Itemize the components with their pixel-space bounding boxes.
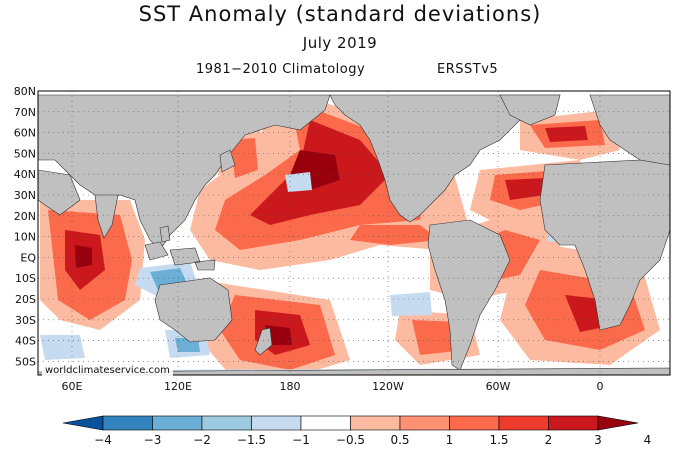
lat-label: 20N — [14, 210, 36, 223]
lon-label: 180 — [280, 380, 301, 393]
colorbar-bin — [300, 415, 351, 431]
lat-lon-grid — [38, 91, 670, 375]
colorbar-label: −1 — [292, 433, 310, 447]
lon-label: 60W — [486, 380, 511, 393]
lon-label: 120E — [164, 380, 192, 393]
maritime-continent — [144, 225, 216, 271]
lat-label: 60N — [14, 127, 36, 140]
longitude-labels: 60E 120E 180 120W 60W 0 — [62, 380, 604, 393]
colorbar-bin — [152, 415, 203, 431]
australia-landmass — [154, 277, 233, 343]
lat-label: 80N — [14, 85, 36, 98]
lat-label: EQ — [20, 251, 36, 264]
colorbar-label: 1.5 — [489, 433, 508, 447]
colorbar-label: −3 — [144, 433, 162, 447]
latitude-labels: 80N 70N 60N 50N 40N 30N 20N 10N EQ 10S 20S 30S 40S 50… — [14, 85, 37, 368]
credit-label: worldclimateservice.com — [42, 364, 173, 377]
lat-label: 30N — [14, 189, 36, 202]
colorbar-label: 2 — [545, 433, 553, 447]
colorbar-label: 0.5 — [390, 433, 409, 447]
lat-label: 10S — [15, 272, 36, 285]
lon-label: 60E — [62, 380, 83, 393]
colorbar-bin — [251, 415, 302, 431]
north-america-landmass — [329, 94, 561, 223]
colorbar-bin — [102, 415, 153, 431]
colorbar-label: −2 — [193, 433, 211, 447]
chart-title: SST Anomaly (standard deviations) — [138, 2, 542, 26]
india-landmass — [94, 194, 119, 239]
colorbar-label: −4 — [94, 433, 112, 447]
africa-landmass — [539, 159, 670, 331]
lat-label: 40S — [15, 335, 36, 348]
colorbar-bin — [399, 415, 450, 431]
lat-label: 30S — [15, 314, 36, 327]
lon-label: 120W — [372, 380, 404, 393]
colorbar-label: 3 — [594, 433, 602, 447]
anomaly-shading — [40, 95, 660, 375]
colorbar-label: −0.5 — [336, 433, 365, 447]
antarctica-landmass — [38, 367, 670, 375]
lat-label: 70N — [14, 106, 36, 119]
europe-landmass — [589, 94, 670, 166]
lat-label: 50S — [15, 355, 36, 368]
colorbar-max-arrow — [597, 415, 639, 431]
climatology-label: 1981−2010 Climatology — [196, 62, 366, 77]
japan-landmass — [219, 149, 236, 173]
lon-label: 0 — [597, 380, 604, 393]
colorbar-bin — [498, 415, 549, 431]
colorbar-bin — [449, 415, 500, 431]
lat-label: 20S — [15, 293, 36, 306]
colorbar-bin — [548, 415, 599, 431]
new-zealand-landmass — [254, 327, 273, 356]
lat-label: 10N — [14, 231, 36, 244]
arabia-landmass — [38, 169, 81, 216]
colorbar-bin — [350, 415, 401, 431]
lat-label: 40N — [14, 168, 36, 181]
colorbar-label: 4 — [644, 433, 652, 447]
eurasia-landmass — [38, 94, 331, 251]
map-frame — [37, 90, 671, 376]
colorbar-min-arrow — [62, 415, 104, 431]
colorbar-label: 1 — [446, 433, 454, 447]
sst-anomaly-map: 80N 70N 60N 50N 40N 30N 20N 10N EQ 10S 20S 30S 40S 50… — [14, 85, 671, 393]
colorbar-label: −1.5 — [237, 433, 266, 447]
chart-date: July 2019 — [302, 34, 378, 52]
lat-label: 50N — [14, 147, 36, 160]
colorbar-bin — [201, 415, 252, 431]
dataset-label: ERSSTv5 — [437, 62, 499, 77]
